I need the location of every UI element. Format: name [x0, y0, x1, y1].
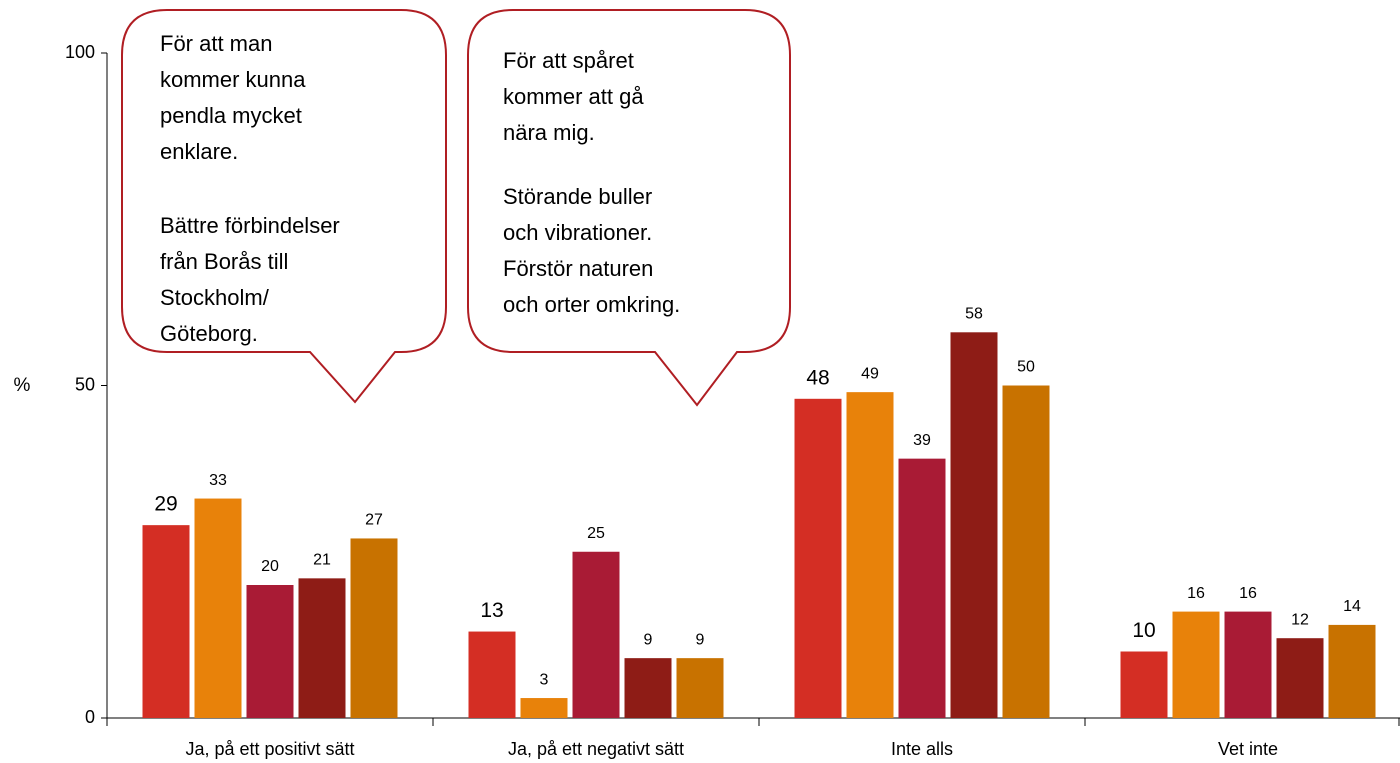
bar [298, 578, 346, 718]
x-tick-label: Ja, på ett positivt sätt [185, 739, 354, 759]
annotation-text: och vibrationer. [503, 220, 652, 245]
data-label: 21 [313, 552, 331, 569]
bar [142, 525, 190, 718]
annotation-text: Bättre förbindelser [160, 213, 340, 238]
bar [1172, 611, 1220, 718]
annotation-text: Störande buller [503, 184, 652, 209]
data-label: 25 [587, 525, 605, 542]
annotation-text: nära mig. [503, 120, 595, 145]
annotation-text: kommer att gå [503, 84, 644, 109]
annotation-text: Förstör naturen [503, 256, 653, 281]
y-tick-label: 100 [65, 42, 95, 62]
bar [624, 658, 672, 718]
y-tick-label: 0 [85, 707, 95, 727]
bar [194, 498, 242, 718]
annotation-text: Göteborg. [160, 321, 258, 346]
annotation-text: enklare. [160, 139, 238, 164]
bar [1276, 638, 1324, 718]
data-label: 49 [861, 365, 879, 382]
data-label: 14 [1343, 598, 1361, 615]
bar [676, 658, 724, 718]
bar [572, 551, 620, 718]
data-label: 33 [209, 472, 227, 489]
data-label: 20 [261, 558, 279, 575]
callout [121, 9, 447, 404]
bar [1328, 624, 1376, 718]
bar [1120, 651, 1168, 718]
x-tick-label: Vet inte [1218, 739, 1278, 759]
data-label: 9 [696, 631, 705, 648]
x-tick-label: Inte alls [891, 739, 953, 759]
bar [794, 398, 842, 718]
bar [246, 585, 294, 718]
data-label: 48 [806, 366, 829, 389]
data-label: 3 [540, 671, 549, 688]
bar [898, 458, 946, 718]
data-label: 58 [965, 306, 983, 323]
data-label: 16 [1187, 585, 1205, 602]
annotation-text: Stockholm/ [160, 285, 270, 310]
annotation-text: För att spåret [503, 48, 634, 73]
data-label: 50 [1017, 359, 1035, 376]
bar [468, 631, 516, 718]
y-tick-label: 50 [75, 374, 95, 394]
bar [350, 538, 398, 718]
data-label: 13 [480, 599, 503, 622]
bar [950, 332, 998, 718]
y-axis-label: % [14, 375, 31, 396]
data-label: 16 [1239, 585, 1257, 602]
annotation-text: För att man [160, 31, 272, 56]
bar [1002, 385, 1050, 718]
bar [1224, 611, 1272, 718]
data-label: 9 [644, 631, 653, 648]
bars: 29 33 20 21 27 13 3 25 9 9 48 49 39 58 50 10 16 16 12 14 [142, 306, 1376, 718]
x-tick-label: Ja, på ett negativt sätt [508, 739, 684, 759]
annotation-text: från Borås till [160, 249, 288, 274]
annotation-text: pendla mycket [160, 103, 302, 128]
annotation-text: och orter omkring. [503, 292, 680, 317]
bar [520, 698, 568, 718]
data-label: 39 [913, 432, 931, 449]
data-label: 12 [1291, 611, 1309, 628]
callout [467, 9, 791, 407]
annotation-text: kommer kunna [160, 67, 306, 92]
data-label: 10 [1132, 619, 1155, 642]
data-label: 29 [154, 493, 177, 516]
data-label: 27 [365, 512, 383, 529]
bar [846, 392, 894, 718]
